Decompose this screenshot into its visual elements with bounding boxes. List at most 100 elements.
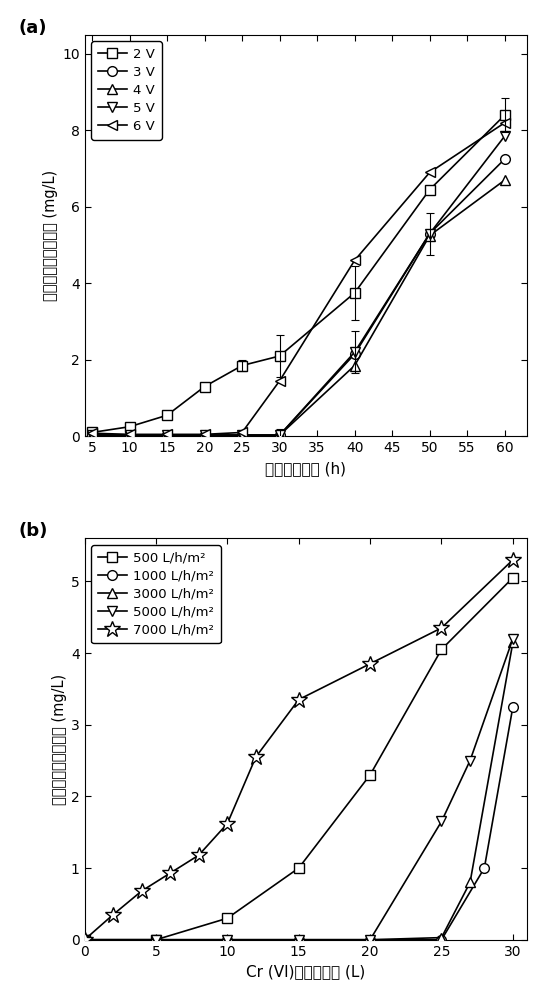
3 V xyxy=(89,429,95,441)
Line: 3 V: 3 V xyxy=(87,154,510,440)
6 V xyxy=(201,428,208,440)
3 V xyxy=(164,429,170,441)
2 V xyxy=(276,350,283,362)
Line: 5 V: 5 V xyxy=(87,131,510,440)
7000 L/h/m² xyxy=(138,885,145,897)
500 L/h/m² xyxy=(224,912,231,924)
3 V xyxy=(239,429,246,441)
2 V xyxy=(426,184,433,196)
4 V xyxy=(276,429,283,441)
2 V xyxy=(501,109,508,121)
4 V xyxy=(126,429,133,441)
500 L/h/m² xyxy=(295,862,302,874)
3 V xyxy=(201,429,208,441)
X-axis label: 连续运行时间 (h): 连续运行时间 (h) xyxy=(265,461,346,476)
5000 L/h/m² xyxy=(81,934,88,946)
Line: 7000 L/h/m²: 7000 L/h/m² xyxy=(76,551,521,948)
2 V xyxy=(164,409,170,421)
2 V xyxy=(89,426,95,438)
4 V xyxy=(239,429,246,441)
7000 L/h/m² xyxy=(167,867,174,879)
3000 L/h/m² xyxy=(367,934,373,946)
1000 L/h/m² xyxy=(224,934,231,946)
5000 L/h/m² xyxy=(467,755,473,767)
5 V xyxy=(501,130,508,142)
3 V xyxy=(351,348,358,360)
3000 L/h/m² xyxy=(153,934,159,946)
3000 L/h/m² xyxy=(438,932,445,944)
1000 L/h/m² xyxy=(153,934,159,946)
2 V xyxy=(239,360,246,372)
500 L/h/m² xyxy=(81,934,88,946)
5000 L/h/m² xyxy=(295,934,302,946)
5000 L/h/m² xyxy=(510,633,516,645)
3000 L/h/m² xyxy=(81,934,88,946)
2 V xyxy=(126,421,133,433)
Line: 1000 L/h/m²: 1000 L/h/m² xyxy=(79,702,518,945)
5000 L/h/m² xyxy=(153,934,159,946)
1000 L/h/m² xyxy=(438,934,445,946)
4 V xyxy=(89,429,95,441)
Line: 4 V: 4 V xyxy=(87,175,510,440)
6 V xyxy=(164,428,170,440)
7000 L/h/m² xyxy=(110,909,116,921)
5 V xyxy=(126,429,133,441)
6 V xyxy=(89,427,95,439)
Line: 3000 L/h/m²: 3000 L/h/m² xyxy=(79,637,518,945)
3000 L/h/m² xyxy=(467,876,473,888)
7000 L/h/m² xyxy=(224,818,231,830)
X-axis label: Cr (VI)污水处理量 (L): Cr (VI)污水处理量 (L) xyxy=(246,964,366,979)
2 V xyxy=(201,381,208,393)
7000 L/h/m² xyxy=(196,849,202,861)
500 L/h/m² xyxy=(153,934,159,946)
4 V xyxy=(426,230,433,242)
Line: 500 L/h/m²: 500 L/h/m² xyxy=(79,573,518,945)
Y-axis label: 出水中总钓离子浓度 (mg/L): 出水中总钓离子浓度 (mg/L) xyxy=(43,170,58,301)
Text: (a): (a) xyxy=(18,19,47,37)
Line: 6 V: 6 V xyxy=(87,118,510,439)
7000 L/h/m² xyxy=(510,554,516,566)
5 V xyxy=(426,228,433,240)
6 V xyxy=(501,117,508,129)
2 V xyxy=(351,287,358,299)
Line: 2 V: 2 V xyxy=(87,110,510,437)
4 V xyxy=(201,429,208,441)
5 V xyxy=(89,429,95,441)
1000 L/h/m² xyxy=(510,701,516,713)
Line: 5000 L/h/m²: 5000 L/h/m² xyxy=(79,634,518,945)
3 V xyxy=(126,429,133,441)
4 V xyxy=(351,360,358,372)
4 V xyxy=(501,174,508,186)
500 L/h/m² xyxy=(510,572,516,584)
7000 L/h/m² xyxy=(253,751,259,763)
3000 L/h/m² xyxy=(295,934,302,946)
5 V xyxy=(351,346,358,358)
6 V xyxy=(276,375,283,387)
5000 L/h/m² xyxy=(367,934,373,946)
5 V xyxy=(239,429,246,441)
5000 L/h/m² xyxy=(438,815,445,827)
1000 L/h/m² xyxy=(81,934,88,946)
7000 L/h/m² xyxy=(81,934,88,946)
6 V xyxy=(239,426,246,438)
6 V xyxy=(126,428,133,440)
1000 L/h/m² xyxy=(295,934,302,946)
5000 L/h/m² xyxy=(224,934,231,946)
3 V xyxy=(426,228,433,240)
3000 L/h/m² xyxy=(510,636,516,648)
3 V xyxy=(501,153,508,165)
6 V xyxy=(351,254,358,266)
3 V xyxy=(276,429,283,441)
Text: (b): (b) xyxy=(18,522,48,540)
7000 L/h/m² xyxy=(438,622,445,634)
6 V xyxy=(426,166,433,178)
1000 L/h/m² xyxy=(367,934,373,946)
3000 L/h/m² xyxy=(224,934,231,946)
7000 L/h/m² xyxy=(367,658,373,670)
Legend: 500 L/h/m², 1000 L/h/m², 3000 L/h/m², 5000 L/h/m², 7000 L/h/m²: 500 L/h/m², 1000 L/h/m², 3000 L/h/m², 50… xyxy=(91,545,221,643)
5 V xyxy=(276,429,283,441)
7000 L/h/m² xyxy=(295,694,302,706)
500 L/h/m² xyxy=(367,769,373,781)
500 L/h/m² xyxy=(438,643,445,655)
4 V xyxy=(164,429,170,441)
